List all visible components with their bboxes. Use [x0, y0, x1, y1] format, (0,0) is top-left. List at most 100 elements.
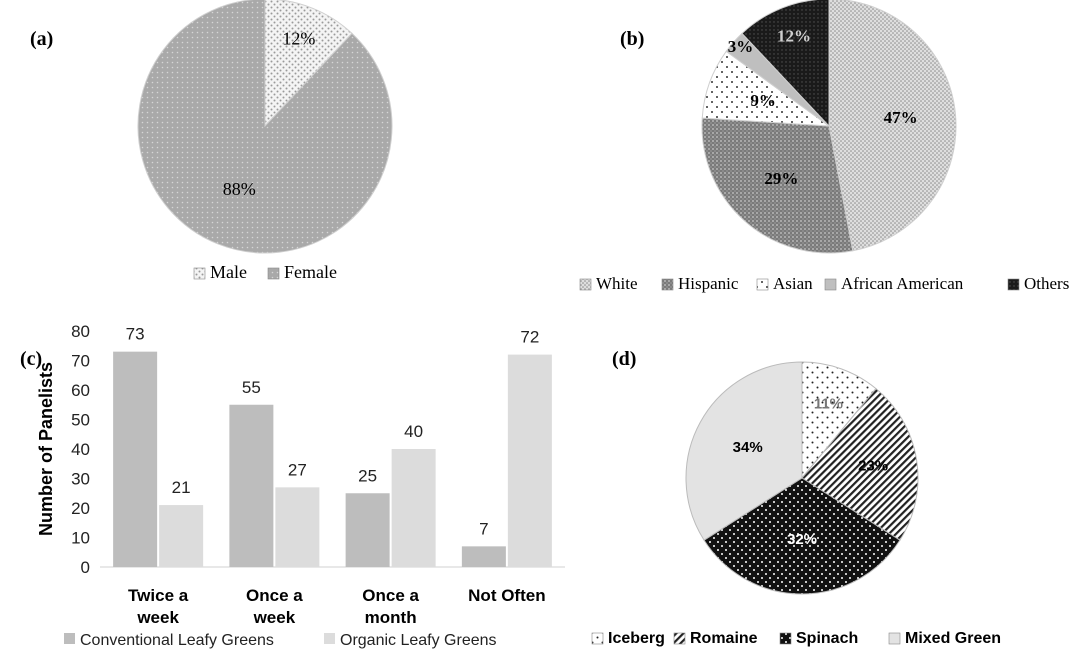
panel-label: (a) — [30, 28, 53, 50]
bar-value-label: 21 — [172, 478, 191, 497]
bar-conventional-leafy-greens-not-often — [461, 546, 506, 567]
legend-label: Hispanic — [678, 274, 739, 293]
bar-value-label: 25 — [358, 466, 377, 485]
bar-value-label: 72 — [520, 328, 539, 347]
legend-item-hispanic: Hispanic — [661, 274, 739, 293]
x-tick-label: Once a — [246, 586, 303, 605]
bar-value-label: 40 — [404, 422, 423, 441]
data-label-mixed-green: 34% — [733, 439, 763, 456]
slice-hispanic — [701, 117, 854, 254]
legend-swatch — [324, 633, 335, 644]
y-tick-label: 30 — [71, 470, 90, 489]
bar-chart-c: (c)Number of Panelists 0 10 20 30 40 50 60 70 80 7… — [20, 322, 565, 649]
y-tick-label: 40 — [71, 440, 90, 459]
legend-swatch — [193, 267, 206, 280]
legend-item-spinach: Spinach — [779, 630, 858, 647]
x-tick-label: week — [253, 608, 296, 627]
legend-swatch — [64, 633, 75, 644]
y-tick-label: 0 — [81, 558, 90, 577]
bar-conventional-leafy-greens-once-a-week — [229, 404, 274, 567]
data-label-male: 12% — [282, 29, 315, 49]
legend-swatch — [779, 632, 792, 645]
legend-swatch — [591, 632, 604, 645]
legend-item-asian: Asian — [756, 274, 813, 293]
legend-item-white: White — [579, 274, 638, 293]
data-label-african-american: 3% — [728, 37, 754, 56]
legend-label: Asian — [773, 274, 813, 293]
slice-white — [828, 0, 957, 252]
y-tick-label: 20 — [71, 499, 90, 518]
pie-chart-d: (d) 11% 23% 32% 34% Iceberg Romaine Spinach Mixe… — [591, 348, 1001, 647]
slice-spinach — [703, 477, 901, 595]
legend-item-african-american: African American — [824, 274, 964, 293]
data-label-others: 12% — [777, 27, 811, 46]
x-tick-label: month — [365, 608, 417, 627]
legend: Conventional Leafy Greens Organic Leafy G… — [64, 632, 497, 649]
bar-conventional-leafy-greens-twice-a-week — [113, 351, 158, 567]
legend-label: Spinach — [796, 630, 858, 647]
x-tick-label: Twice a — [128, 586, 189, 605]
legend-item-male: Male — [193, 262, 247, 282]
panel-label: (b) — [620, 28, 644, 50]
legend-swatch — [756, 278, 769, 291]
legend: Male Female — [193, 262, 337, 282]
data-label-iceberg: 11% — [814, 396, 843, 413]
slice-iceberg — [801, 361, 877, 480]
data-label-spinach: 32% — [787, 531, 817, 548]
legend-swatch — [579, 278, 592, 291]
legend-label: Mixed Green — [905, 630, 1001, 647]
legend-swatch — [661, 278, 674, 291]
y-tick-label: 50 — [71, 411, 90, 430]
y-tick-label: 10 — [71, 529, 90, 548]
bar-organic-leafy-greens-once-a-month — [391, 449, 436, 567]
legend-label: African American — [841, 274, 964, 293]
legend-label: Female — [284, 262, 337, 282]
bar-value-label: 7 — [479, 519, 488, 538]
legend-swatch — [267, 267, 280, 280]
data-label-asian: 9% — [750, 91, 776, 110]
pie-chart-a: (a) 12% 88% Male Female — [30, 0, 393, 282]
legend-label: Organic Leafy Greens — [340, 632, 497, 649]
y-tick-label: 80 — [71, 322, 90, 341]
legend-label: Male — [210, 262, 247, 282]
legend-label: White — [596, 274, 638, 293]
legend-label: Conventional Leafy Greens — [80, 632, 274, 649]
data-label-hispanic: 29% — [764, 169, 798, 188]
legend-item-organic-leafy-greens: Organic Leafy Greens — [324, 632, 497, 649]
legend-swatch — [888, 632, 901, 645]
slice-mixed-green — [685, 361, 803, 541]
y-tick-label: 70 — [71, 352, 90, 371]
bar-conventional-leafy-greens-once-a-month — [345, 493, 390, 567]
legend-item-conventional-leafy-greens: Conventional Leafy Greens — [64, 632, 274, 649]
legend-label: Others — [1024, 274, 1069, 293]
legend-swatch — [673, 632, 686, 645]
x-tick-label: week — [136, 608, 179, 627]
x-tick-label: Not Often — [468, 586, 545, 605]
slice-romaine — [801, 387, 919, 541]
legend-item-mixed-green: Mixed Green — [888, 630, 1001, 647]
legend-swatch — [824, 278, 837, 291]
legend-item-female: Female — [267, 262, 337, 282]
panel-label: (c) — [20, 348, 42, 370]
x-tick-label: Once a — [362, 586, 419, 605]
bar-value-label: 73 — [126, 325, 145, 344]
legend-swatch — [1007, 278, 1020, 291]
y-axis-title: Number of Panelists — [36, 362, 56, 536]
bar-value-label: 27 — [288, 460, 307, 479]
slice-male — [264, 0, 353, 128]
data-label-white: 47% — [884, 108, 918, 127]
bar-organic-leafy-greens-once-a-week — [275, 487, 320, 567]
legend: White Hispanic Asian African American Others — [579, 274, 1069, 293]
legend-label: Iceberg — [608, 630, 665, 647]
legend: Iceberg Romaine Spinach Mixed Green — [591, 630, 1001, 647]
legend-item-romaine: Romaine — [673, 630, 758, 647]
slice-others — [741, 0, 830, 128]
bar-organic-leafy-greens-twice-a-week — [159, 505, 204, 567]
bar-organic-leafy-greens-not-often — [507, 354, 552, 567]
panel-label: (d) — [612, 348, 636, 370]
legend-label: Romaine — [690, 630, 758, 647]
data-label-romaine: 23% — [858, 458, 888, 475]
legend-item-iceberg: Iceberg — [591, 630, 665, 647]
data-label-female: 88% — [223, 179, 256, 199]
